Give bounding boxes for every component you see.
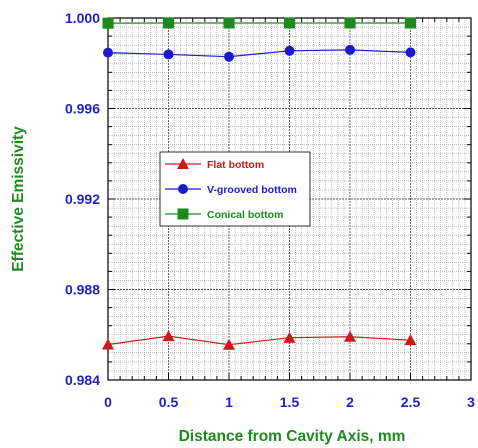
data-point-flat-bottom [344, 330, 356, 342]
legend-marker-conical-bottom [177, 208, 189, 220]
data-point-conical-bottom [344, 17, 356, 29]
series-layer [102, 17, 417, 350]
y-tick-label: 0.992 [65, 191, 100, 207]
x-tick-label: 1.5 [280, 394, 300, 410]
y-tick-label: 0.988 [65, 282, 100, 298]
data-point-v-grooved-bottom [103, 47, 113, 58]
data-point-conical-bottom [405, 17, 416, 29]
legend: Flat bottom V-grooved bottom Conical botto… [159, 151, 311, 227]
x-tick-label: 0.5 [159, 394, 179, 410]
series-line-flat-bottom [107, 335, 411, 346]
x-tick-label: 0 [104, 394, 112, 410]
data-point-flat-bottom [283, 331, 296, 343]
data-point-flat-bottom [162, 330, 175, 342]
legend-label-v-grooved-bottom: V-grooved bottom [207, 184, 297, 196]
x-tick-label: 2 [346, 394, 354, 410]
data-point-v-grooved-bottom [224, 51, 234, 62]
data-point-flat-bottom [404, 334, 417, 346]
x-tick-labels: 0 0.5 1 1.5 2 2.5 3 [104, 394, 475, 410]
data-point-conical-bottom [163, 17, 174, 29]
data-point-conical-bottom [102, 17, 114, 29]
data-point-conical-bottom [223, 17, 235, 29]
legend-label-conical-bottom: Conical bottom [207, 209, 283, 221]
data-point-flat-bottom [223, 338, 235, 350]
legend-marker-flat-bottom [177, 158, 189, 169]
y-tick-label: 0.984 [65, 372, 100, 388]
series-line-v-grooved-bottom [107, 49, 411, 58]
x-tick-label: 3 [467, 394, 475, 410]
data-point-v-grooved-bottom [163, 49, 174, 60]
legend-marker-v-grooved-bottom [178, 184, 188, 194]
legend-label-flat-bottom: Flat bottom [207, 159, 264, 171]
x-tick-label: 1 [225, 394, 233, 410]
y-tick-label: 0.996 [65, 101, 100, 117]
y-tick-labels: 0.984 0.988 0.992 0.996 1.000 [65, 10, 100, 388]
data-point-conical-bottom [284, 17, 295, 29]
data-point-v-grooved-bottom [345, 44, 355, 55]
data-point-v-grooved-bottom [284, 45, 295, 56]
x-tick-label: 2.5 [401, 394, 421, 410]
data-point-v-grooved-bottom [405, 47, 416, 58]
y-axis-title: Effective Emissivity [10, 126, 27, 272]
x-axis-title: Distance from Cavity Axis, mm [179, 428, 406, 445]
data-point-flat-bottom [102, 338, 114, 350]
y-tick-label: 1.000 [65, 10, 100, 26]
